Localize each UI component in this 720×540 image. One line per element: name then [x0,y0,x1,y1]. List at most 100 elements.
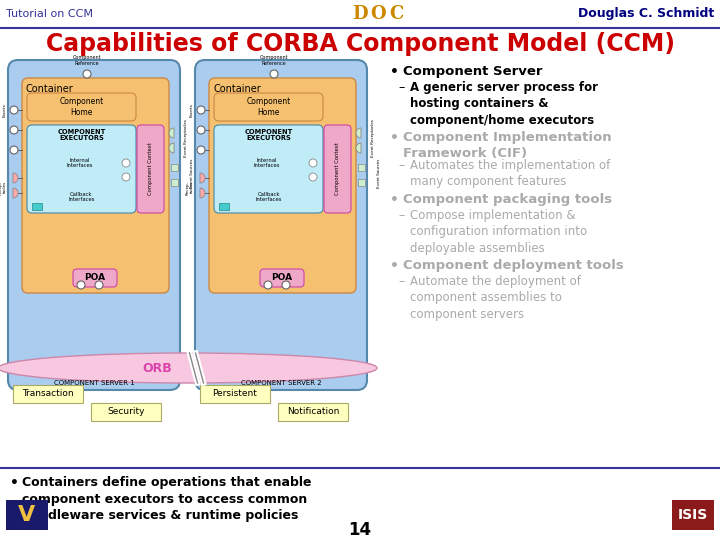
Text: Component deployment tools: Component deployment tools [403,259,624,272]
Circle shape [77,281,85,289]
Text: Facets: Facets [3,103,7,117]
Text: Component Implementation
Framework (CIF): Component Implementation Framework (CIF) [403,131,611,159]
Text: A generic server process for
hosting containers &
component/home executors: A generic server process for hosting con… [410,81,598,127]
Text: Event Sources: Event Sources [190,158,194,188]
Text: Compose implementation &
configuration information into
deployable assemblies: Compose implementation & configuration i… [410,209,587,255]
FancyBboxPatch shape [27,125,136,213]
FancyBboxPatch shape [324,125,351,213]
Bar [6,500,48,530]
Text: Internal
Interfaces: Internal Interfaces [253,158,280,168]
Wedge shape [169,143,174,153]
Text: COMPONENT SERVER 2: COMPONENT SERVER 2 [240,380,321,386]
Text: Component
Reference: Component Reference [73,55,102,66]
Wedge shape [169,128,174,138]
Text: •: • [10,476,19,490]
Text: Internal
Interfaces: Internal Interfaces [66,158,93,168]
Bar [672,500,714,530]
Wedge shape [356,128,361,138]
Text: POA: POA [271,273,292,282]
Text: D: D [352,5,368,23]
Text: Transaction: Transaction [22,389,74,399]
Circle shape [10,146,18,154]
FancyBboxPatch shape [8,60,180,390]
Text: Container: Container [213,84,261,94]
Text: COMPONENT
EXECUTORS: COMPONENT EXECUTORS [58,129,106,141]
Text: V: V [19,505,35,525]
Text: POA: POA [84,273,106,282]
FancyBboxPatch shape [209,78,356,293]
Text: Component
Home: Component Home [59,97,104,117]
Circle shape [122,173,130,181]
Text: ISIS: ISIS [678,508,708,522]
Text: Component Server: Component Server [403,65,542,78]
Text: Tutorial on CCM: Tutorial on CCM [6,9,93,19]
Wedge shape [200,188,205,198]
Bar [278,403,348,421]
Bar [171,179,178,186]
Circle shape [197,106,205,114]
Text: •: • [390,65,399,79]
Circle shape [95,281,103,289]
Bar [219,203,229,210]
Text: Component
Home: Component Home [246,97,291,117]
Text: Component Context: Component Context [148,143,153,195]
Text: Callback
Interfaces: Callback Interfaces [68,192,95,202]
Bar [358,164,365,171]
Circle shape [270,70,278,78]
FancyBboxPatch shape [214,125,323,213]
Bar [91,403,161,421]
Text: C: C [389,5,403,23]
Text: –: – [398,209,404,222]
Text: 14: 14 [348,521,372,539]
Circle shape [264,281,272,289]
Text: Event Receptacles: Event Receptacles [184,119,188,157]
Text: •: • [390,131,399,145]
Circle shape [309,173,317,181]
Text: Notification: Notification [287,408,339,416]
Circle shape [10,126,18,134]
Bar [358,179,365,186]
Text: Douglas C. Schmidt: Douglas C. Schmidt [577,8,714,21]
Text: –: – [398,159,404,172]
Text: –: – [398,81,404,94]
Text: Event Sources: Event Sources [377,158,381,188]
FancyBboxPatch shape [214,93,323,121]
Text: Facets: Facets [190,103,194,117]
Text: Recep-
tacles: Recep- tacles [0,181,7,195]
Text: Automate the deployment of
component assemblies to
component servers: Automate the deployment of component ass… [410,275,581,321]
Ellipse shape [0,353,377,383]
Bar [13,385,83,403]
FancyBboxPatch shape [195,60,367,390]
FancyBboxPatch shape [137,125,164,213]
Text: Containers define operations that enable
component executors to access common
mi: Containers define operations that enable… [22,476,312,522]
Text: Recep-
tacles: Recep- tacles [186,181,194,195]
Text: Automates the implementation of
many component features: Automates the implementation of many com… [410,159,611,188]
Text: •: • [390,259,399,273]
Text: O: O [370,5,386,23]
Circle shape [83,70,91,78]
Circle shape [282,281,290,289]
Wedge shape [200,173,205,183]
Bar [32,203,42,210]
Wedge shape [13,173,18,183]
Circle shape [10,106,18,114]
FancyBboxPatch shape [260,269,304,287]
Text: COMPONENT
EXECUTORS: COMPONENT EXECUTORS [244,129,293,141]
Text: •: • [390,193,399,207]
Bar [200,385,270,403]
Text: Container: Container [26,84,73,94]
Circle shape [309,159,317,167]
Wedge shape [13,188,18,198]
Text: Component
Reference: Component Reference [260,55,288,66]
Text: Component packaging tools: Component packaging tools [403,193,612,206]
Text: Capabilities of CORBA Component Model (CCM): Capabilities of CORBA Component Model (C… [45,32,675,56]
Text: Callback
Interfaces: Callback Interfaces [256,192,282,202]
FancyBboxPatch shape [22,78,169,293]
Text: –: – [398,275,404,288]
Text: ORB: ORB [143,361,172,375]
Wedge shape [356,143,361,153]
Text: Event Receptacles: Event Receptacles [371,119,375,157]
Circle shape [197,126,205,134]
Text: COMPONENT SERVER 1: COMPONENT SERVER 1 [53,380,135,386]
Text: Component Context: Component Context [335,143,340,195]
